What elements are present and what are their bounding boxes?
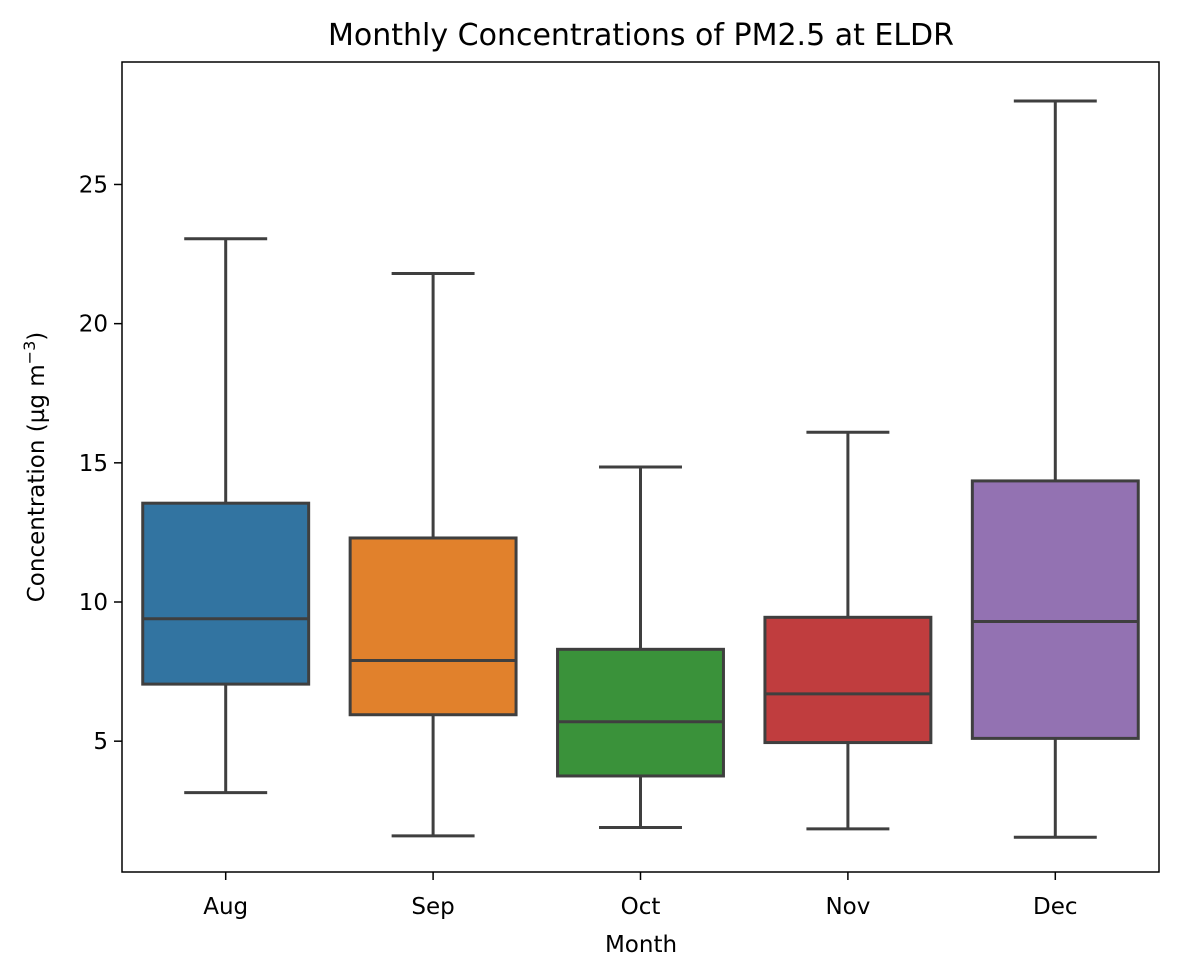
x-tick-label: Dec — [1033, 894, 1078, 920]
y-tick-label: 5 — [93, 729, 108, 755]
x-axis: Aug Sep Oct Nov Dec — [203, 872, 1078, 920]
box-oct — [556, 465, 725, 829]
box-nov — [763, 430, 933, 831]
box-dec — [970, 99, 1140, 839]
y-tick-label: 20 — [79, 312, 108, 338]
iqr-box — [141, 501, 311, 686]
x-tick-label: Aug — [203, 894, 248, 920]
y-axis-label-base: Concentration (µg m — [24, 364, 50, 602]
y-axis-label-superscript: −3 — [20, 341, 39, 365]
chart-title: Monthly Concentrations of PM2.5 at ELDR — [328, 18, 954, 53]
box-sep — [348, 272, 518, 838]
iqr-box — [556, 647, 725, 778]
y-axis-label: Concentration (µg m−3) — [20, 332, 50, 603]
y-tick-label: 25 — [79, 172, 108, 198]
box-series — [141, 99, 1140, 839]
y-axis-label-suffix: ) — [24, 332, 50, 341]
iqr-box — [763, 615, 933, 745]
iqr-box — [348, 536, 518, 717]
box-aug — [141, 237, 311, 795]
y-tick-label: 15 — [79, 451, 108, 477]
x-tick-label: Nov — [825, 894, 870, 920]
x-tick-label: Sep — [411, 894, 454, 920]
y-axis: 5 10 15 20 25 — [79, 172, 122, 755]
x-axis-label: Month — [605, 932, 677, 958]
iqr-box — [970, 479, 1140, 740]
y-tick-label: 10 — [79, 590, 108, 616]
x-tick-label: Oct — [621, 894, 661, 920]
